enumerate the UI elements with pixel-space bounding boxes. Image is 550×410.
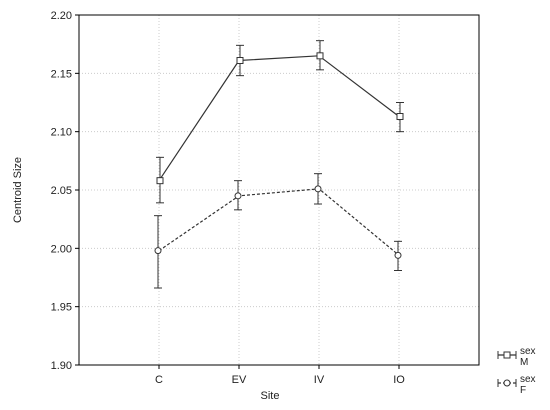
y-axis-label: Centroid Size	[12, 157, 24, 223]
data-point-sex-m	[156, 177, 164, 185]
y-tick-label: 2.20	[51, 10, 72, 22]
series-line-sex-m	[158, 55, 400, 181]
x-axis-label: Site	[261, 390, 280, 402]
x-tick-label: IO	[393, 374, 405, 386]
y-tick-label: 2.05	[51, 185, 72, 197]
series-line-sex-f	[158, 188, 400, 256]
data-point-sex-f	[394, 251, 402, 259]
data-point-sex-m	[316, 52, 324, 60]
series-sex-m	[156, 40, 404, 204]
x-tick-label: IV	[314, 374, 325, 386]
legend-label: sex	[520, 346, 536, 357]
data-point-sex-f	[314, 185, 322, 193]
legend-label: M	[520, 357, 528, 368]
plot-frame	[78, 14, 480, 366]
legend-swatch-marker	[503, 379, 511, 387]
series-sex-f	[154, 173, 402, 289]
y-tick-label: 1.90	[51, 360, 72, 372]
data-point-sex-f	[154, 247, 162, 255]
y-tick-label: 1.95	[51, 302, 72, 314]
x-tick-label: EV	[232, 374, 247, 386]
legend-label: F	[520, 385, 526, 396]
legend-swatch-marker	[503, 351, 511, 359]
y-tick-label: 2.00	[51, 243, 72, 255]
x-tick-label: C	[155, 374, 163, 386]
y-tick-label: 2.10	[51, 127, 72, 139]
data-point-sex-f	[234, 192, 242, 200]
y-tick-label: 2.15	[51, 68, 72, 80]
data-point-sex-m	[396, 113, 404, 120]
legend-label: sex	[520, 374, 536, 385]
data-point-sex-m	[236, 57, 244, 64]
